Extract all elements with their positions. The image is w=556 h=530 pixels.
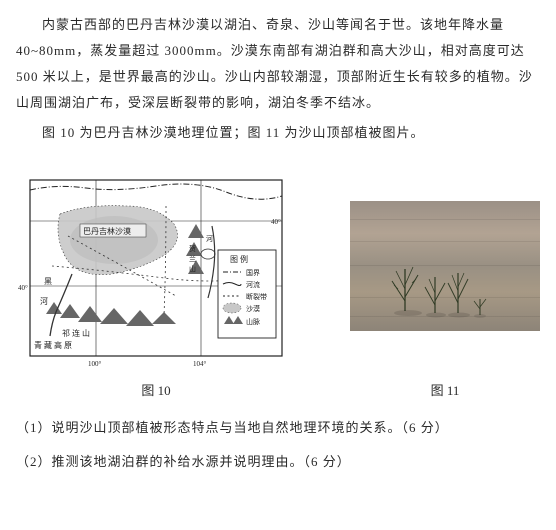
figure-intro-line: 图 10 为巴丹吉林沙漠地理位置；图 11 为沙山顶部植被图片。 xyxy=(16,120,540,146)
plant-cluster-2 xyxy=(425,277,445,313)
figure-11-photo xyxy=(350,201,540,331)
figure-10-map: 巴丹吉林沙漠 贺 兰 山 祁 连 山 黑 xyxy=(16,166,296,366)
svg-text:100°: 100° xyxy=(88,360,102,366)
map-label-qilian: 祁 连 山 xyxy=(62,328,90,338)
map-label-helan-1: 贺 xyxy=(189,244,196,253)
svg-text:国界: 国界 xyxy=(246,269,260,277)
svg-text:河: 河 xyxy=(40,296,48,306)
svg-text:兰: 兰 xyxy=(189,254,196,263)
svg-text:河流: 河流 xyxy=(246,280,260,289)
map-label-river: 河 xyxy=(206,235,213,243)
legend-title: 图 例 xyxy=(230,254,248,264)
svg-text:沙漠: 沙漠 xyxy=(246,304,260,313)
svg-text:山脉: 山脉 xyxy=(246,317,260,326)
figures-container: 巴丹吉林沙漠 贺 兰 山 祁 连 山 黑 xyxy=(16,156,540,372)
svg-text:山: 山 xyxy=(189,264,196,273)
plant-cluster-3 xyxy=(448,273,468,313)
svg-text:40°: 40° xyxy=(271,218,281,226)
question-2: （2）推测该地湖泊群的补给水源并说明理由。（6 分） xyxy=(16,449,540,475)
map-label-plateau: 青 藏 高 原 xyxy=(34,340,72,350)
plant-cluster-4 xyxy=(474,299,486,315)
map-label-desert: 巴丹吉林沙漠 xyxy=(83,226,131,236)
svg-text:104°: 104° xyxy=(193,360,207,366)
figure-captions-row: 图 10 图 11 xyxy=(16,372,540,415)
svg-text:断裂带: 断裂带 xyxy=(246,292,267,301)
plant-cluster-1 xyxy=(392,267,418,311)
map-label-heihe-1: 黑 xyxy=(44,277,52,286)
caption-fig10: 图 10 xyxy=(16,380,296,399)
svg-text:40°: 40° xyxy=(18,284,28,292)
intro-paragraph: 内蒙古西部的巴丹吉林沙漠以湖泊、奇泉、沙山等闻名于世。该地年降水量 40~80m… xyxy=(16,12,540,116)
question-1: （1）说明沙山顶部植被形态特点与当地自然地理环境的关系。（6 分） xyxy=(16,415,540,441)
caption-fig11: 图 11 xyxy=(350,380,540,399)
